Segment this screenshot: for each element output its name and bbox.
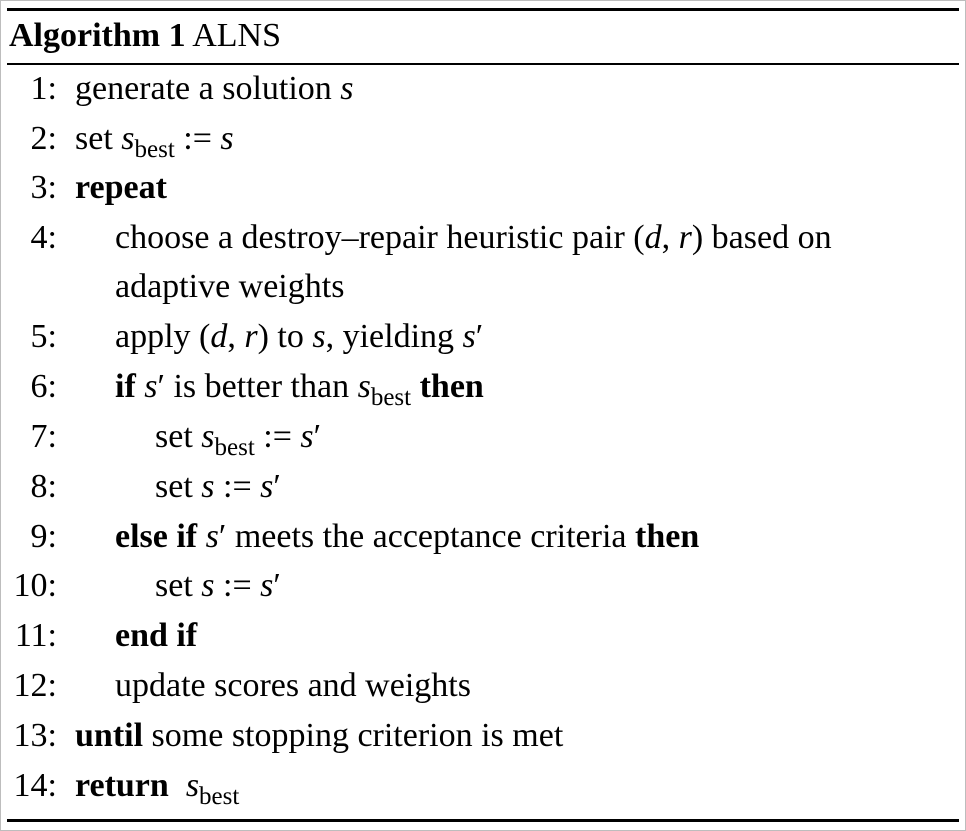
assign-op: := bbox=[174, 120, 221, 157]
subscript-best: best bbox=[134, 136, 175, 163]
var-s-prime: s bbox=[260, 567, 274, 604]
keyword-until: until bbox=[75, 717, 144, 754]
var-s: s bbox=[220, 120, 234, 157]
text: , bbox=[227, 318, 245, 355]
keyword-else-if: else if bbox=[115, 518, 198, 555]
algorithm-caption: Algorithm 1 ALNS bbox=[9, 15, 281, 57]
prime-mark: ′ bbox=[273, 567, 281, 604]
var-s: s bbox=[312, 318, 326, 355]
line-number: 12: bbox=[13, 667, 57, 704]
line-number: 13: bbox=[13, 717, 57, 754]
line-number: 1: bbox=[30, 70, 57, 107]
var-s: s bbox=[340, 70, 354, 107]
line-content: set sbest := s bbox=[75, 119, 234, 163]
line-content: update scores and weights bbox=[115, 667, 471, 704]
prime-mark: ′ bbox=[218, 518, 227, 555]
subscript-best: best bbox=[370, 384, 412, 411]
prime-mark: ′ bbox=[313, 418, 322, 455]
var-s: s bbox=[201, 468, 215, 505]
top-rule bbox=[7, 8, 959, 11]
algorithm-label: Algorithm 1 bbox=[9, 17, 186, 54]
var-d: d bbox=[644, 219, 662, 256]
subscript-best: best bbox=[199, 783, 240, 810]
line-content: else if s′ meets the acceptance criteria… bbox=[115, 517, 699, 557]
assign-op: := bbox=[214, 567, 261, 604]
line-content: generate a solution s bbox=[75, 69, 354, 109]
var-s: s bbox=[357, 368, 371, 405]
var-s: s bbox=[201, 567, 215, 604]
keyword-repeat: repeat bbox=[75, 169, 167, 206]
bottom-rule bbox=[7, 819, 959, 822]
line-number: 10: bbox=[13, 567, 57, 604]
line-number: 14: bbox=[13, 767, 57, 804]
line-number: 3: bbox=[30, 169, 57, 206]
line-content: set s := s′ bbox=[155, 566, 281, 606]
line-number: 4: bbox=[30, 219, 57, 256]
keyword-then: then bbox=[635, 518, 700, 555]
var-s: s bbox=[121, 120, 135, 157]
var-s-prime: s bbox=[205, 518, 219, 555]
prime-mark: ′ bbox=[273, 468, 281, 505]
line-number: 6: bbox=[30, 368, 57, 405]
line-content: set sbest := s′ bbox=[155, 417, 322, 461]
text: set bbox=[155, 468, 202, 505]
text: ) to bbox=[257, 318, 313, 355]
line-content: choose a destroy–repair heuristic pair (… bbox=[115, 218, 832, 258]
var-s-prime: s bbox=[144, 368, 158, 405]
line-content: set s := s′ bbox=[155, 467, 281, 507]
line-content: return sbest bbox=[75, 766, 240, 810]
line-number: 9: bbox=[30, 518, 57, 555]
text: choose a destroy–repair heuristic pair ( bbox=[115, 219, 645, 256]
text: set bbox=[155, 567, 202, 604]
line-number: 5: bbox=[30, 318, 57, 355]
var-s-prime: s bbox=[260, 468, 274, 505]
line-content: until some stopping criterion is met bbox=[75, 716, 563, 756]
assign-op: := bbox=[214, 468, 261, 505]
var-r: r bbox=[678, 219, 692, 256]
var-r: r bbox=[244, 318, 258, 355]
assign-op: := bbox=[254, 418, 301, 455]
var-d: d bbox=[210, 318, 228, 355]
keyword-then: then bbox=[419, 368, 484, 405]
text: is better than bbox=[164, 368, 358, 405]
algorithm-name: ALNS bbox=[192, 17, 282, 54]
var-s-prime: s bbox=[300, 418, 314, 455]
line-number: 11: bbox=[14, 617, 57, 654]
text: , yielding bbox=[325, 318, 463, 355]
line-number: 2: bbox=[30, 120, 57, 157]
var-s: s bbox=[201, 418, 215, 455]
text: ) based on bbox=[691, 219, 832, 256]
line-number: 8: bbox=[30, 468, 57, 505]
var-s: s bbox=[185, 767, 200, 804]
line-content: apply (d, r) to s, yielding s′ bbox=[115, 317, 483, 357]
text: set bbox=[75, 120, 122, 157]
text: some stopping criterion is met bbox=[143, 717, 564, 754]
line-content: if s′ is better than sbest then bbox=[115, 367, 484, 411]
keyword-end-if: end if bbox=[115, 617, 198, 654]
text: generate a solution bbox=[75, 70, 341, 107]
caption-rule bbox=[7, 63, 959, 65]
text: , bbox=[661, 219, 679, 256]
line-content: adaptive weights bbox=[115, 268, 345, 305]
var-s-prime: s bbox=[462, 318, 476, 355]
text: meets the acceptance criteria bbox=[226, 518, 635, 555]
prime-mark: ′ bbox=[157, 368, 165, 405]
keyword-return: return bbox=[75, 767, 169, 804]
text: set bbox=[155, 418, 202, 455]
keyword-if: if bbox=[115, 368, 136, 405]
text: apply ( bbox=[115, 318, 211, 355]
prime-mark: ′ bbox=[475, 318, 484, 355]
subscript-best: best bbox=[214, 434, 255, 461]
line-number: 7: bbox=[30, 418, 57, 455]
